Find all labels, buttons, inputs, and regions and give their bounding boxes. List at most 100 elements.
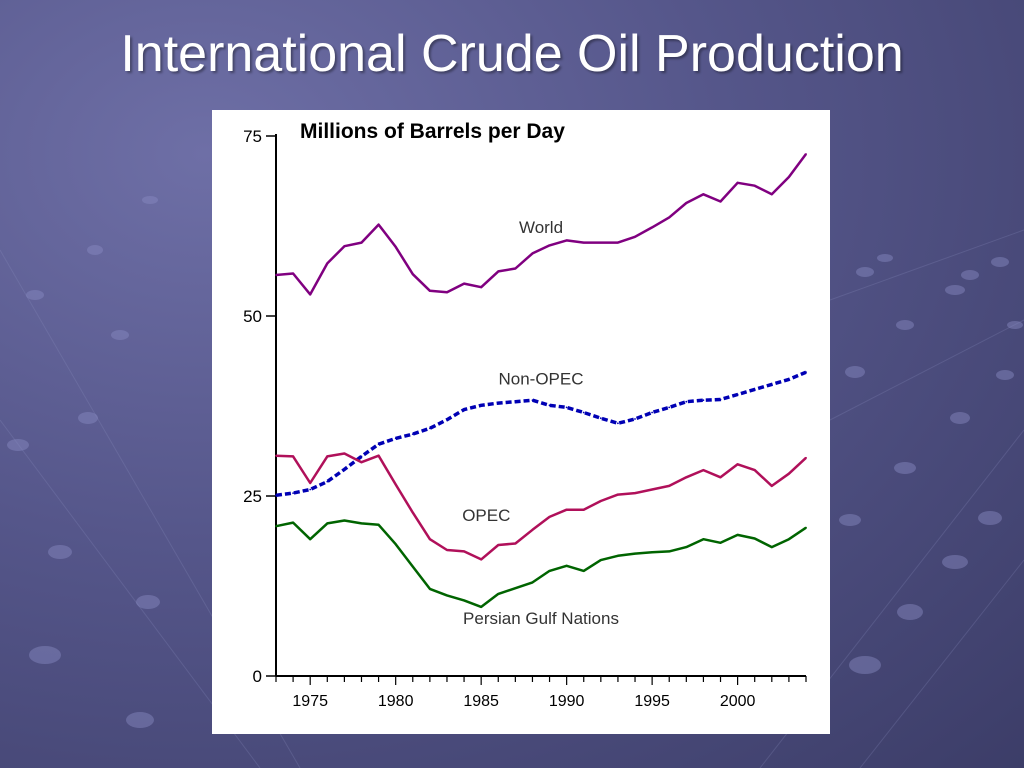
data-point-world	[411, 273, 414, 276]
data-point-world	[617, 241, 619, 244]
data-point-non-opec	[651, 411, 653, 414]
data-point-world	[429, 289, 431, 292]
data-point-opec	[275, 454, 277, 457]
data-point-non-opec	[531, 399, 534, 402]
data-point-opec	[514, 542, 517, 545]
data-point-world	[651, 226, 653, 229]
data-point-world	[292, 272, 294, 275]
data-point-world	[275, 274, 277, 276]
data-point-world	[326, 262, 329, 265]
data-point-opec	[617, 493, 619, 496]
data-point-non-opec	[480, 404, 483, 407]
data-point-non-opec	[685, 400, 688, 403]
data-point-world	[514, 267, 517, 270]
data-point-non-opec	[309, 488, 312, 491]
data-point-opec	[753, 469, 756, 471]
x-tick-label: 1975	[292, 693, 328, 710]
data-point-non-opec	[736, 393, 739, 396]
data-point-persian-gulf-nations	[480, 606, 483, 608]
data-point-non-opec	[702, 399, 705, 402]
data-point-world	[702, 193, 705, 196]
data-point-persian-gulf-nations	[463, 599, 465, 602]
data-point-opec	[565, 508, 568, 511]
y-tick-label: 50	[243, 307, 262, 326]
data-point-opec	[685, 476, 688, 479]
data-point-opec	[719, 476, 722, 479]
data-point-persian-gulf-nations	[394, 543, 397, 546]
data-point-non-opec	[668, 406, 671, 409]
data-point-world	[343, 245, 346, 248]
data-point-world	[548, 244, 551, 247]
data-point-persian-gulf-nations	[634, 552, 636, 555]
data-point-world	[394, 246, 397, 248]
data-point-persian-gulf-nations	[788, 538, 790, 541]
series-line-opec	[275, 452, 807, 561]
data-point-world	[805, 153, 807, 155]
data-point-non-opec	[548, 404, 551, 407]
slide-title: International Crude Oil Production	[120, 25, 904, 83]
data-point-persian-gulf-nations	[770, 546, 773, 548]
data-point-opec	[446, 549, 448, 551]
data-point-world	[446, 291, 448, 294]
data-point-world	[634, 235, 636, 238]
data-point-world	[531, 252, 534, 255]
data-point-non-opec	[497, 402, 500, 404]
data-point-opec	[429, 538, 431, 541]
data-point-persian-gulf-nations	[360, 522, 363, 525]
data-point-opec	[805, 456, 807, 459]
data-point-persian-gulf-nations	[343, 519, 346, 522]
data-point-world	[497, 270, 500, 273]
data-point-non-opec	[377, 443, 380, 446]
data-point-non-opec	[582, 411, 585, 414]
data-point-opec	[548, 516, 551, 518]
x-tick-label: 1985	[463, 693, 499, 710]
data-point-persian-gulf-nations	[719, 541, 722, 544]
data-point-non-opec	[446, 418, 448, 421]
data-point-opec	[360, 461, 363, 464]
data-point-opec	[599, 500, 602, 502]
data-point-world	[753, 184, 756, 187]
chart-title: Millions of Barrels per Day	[300, 120, 565, 143]
data-point-persian-gulf-nations	[326, 522, 329, 525]
data-point-opec	[343, 452, 346, 455]
data-point-persian-gulf-nations	[514, 587, 517, 590]
data-point-opec	[394, 483, 397, 486]
data-point-opec	[651, 488, 653, 491]
data-point-persian-gulf-nations	[377, 523, 380, 526]
data-point-opec	[497, 544, 500, 546]
data-point-non-opec	[275, 494, 277, 497]
data-point-non-opec	[326, 480, 329, 483]
data-point-opec	[309, 482, 312, 484]
data-point-world	[719, 200, 722, 203]
y-tick-label: 0	[253, 667, 262, 686]
line-chart: 0 25 50 75 1975 1980 1985 1990 1995 2000 World Non-…	[243, 127, 808, 710]
data-point-world	[480, 286, 483, 289]
data-point-non-opec	[360, 455, 363, 458]
series-line-world	[275, 153, 808, 296]
data-point-world	[582, 241, 585, 244]
data-point-opec	[770, 485, 773, 487]
data-point-persian-gulf-nations	[497, 593, 500, 595]
data-point-opec	[736, 463, 739, 466]
data-point-non-opec	[565, 406, 568, 409]
data-point-persian-gulf-nations	[805, 526, 807, 529]
data-point-world	[685, 202, 688, 204]
data-point-non-opec	[463, 408, 465, 411]
data-point-opec	[326, 455, 329, 458]
data-point-opec	[480, 558, 483, 561]
data-point-world	[599, 241, 602, 244]
series-line-persian-gulf-nations	[275, 519, 807, 609]
data-point-non-opec	[599, 417, 602, 420]
data-point-persian-gulf-nations	[531, 581, 534, 584]
data-point-non-opec	[292, 492, 294, 494]
data-point-world	[565, 239, 568, 242]
y-tick-label: 25	[243, 487, 262, 506]
data-point-persian-gulf-nations	[309, 538, 312, 541]
x-tick-label: 1980	[378, 693, 414, 710]
data-point-world	[668, 216, 671, 219]
data-point-world	[770, 193, 773, 196]
data-point-opec	[582, 508, 585, 511]
series-label-opec: OPEC	[462, 506, 510, 525]
chart-panel: Millions of Barrels per Day 0 25 50 75 1975 1…	[212, 110, 830, 734]
